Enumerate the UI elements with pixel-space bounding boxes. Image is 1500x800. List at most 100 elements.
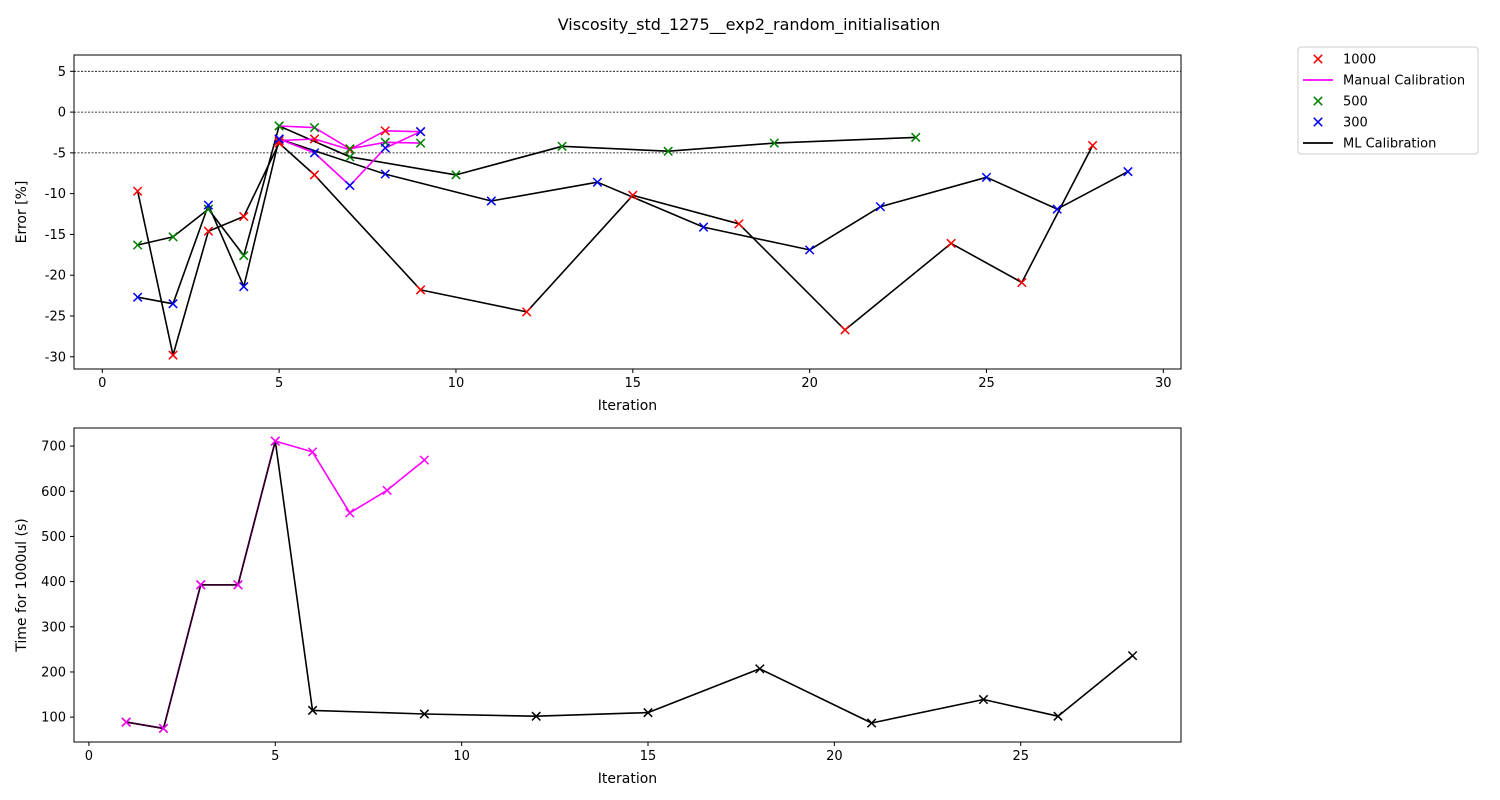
legend-item: 500: [1313, 95, 1368, 110]
legend-label: 300: [1343, 116, 1368, 131]
data-point-500: [451, 170, 461, 180]
data-point-500: [345, 144, 355, 154]
time-point-manual-calibration: [158, 723, 169, 734]
x-tick-label: 5: [271, 749, 279, 764]
data-point-300: [380, 143, 390, 153]
data-point-500: [345, 152, 355, 162]
error-subplot: 0 5 10 15 20 25 30 -30 -25 -20 -15 -10 -5 0 5 Iteratio…: [14, 54, 1182, 414]
y-tick-label: 500: [41, 530, 66, 545]
time-point-ml-calibration: [419, 709, 430, 719]
y-tick-label: 300: [41, 620, 66, 635]
data-point-1000: [1017, 277, 1027, 288]
x-tick-label: 20: [826, 749, 843, 764]
x-tick-label: 0: [85, 749, 93, 764]
time-point-ml-calibration: [866, 718, 877, 728]
time-axes-frame: [73, 427, 1182, 743]
data-point-1000: [309, 134, 320, 144]
data-point-300: [309, 148, 320, 158]
data-point-500: [239, 250, 249, 261]
data-point-300: [132, 292, 143, 302]
legend-marker: [1313, 96, 1323, 106]
legend-box: [1297, 46, 1479, 155]
time-point-manual-calibration: [419, 455, 430, 465]
data-point-1000: [628, 190, 638, 201]
y-tick-label: -15: [45, 228, 66, 243]
data-point-500: [557, 141, 567, 152]
y-tick-label: 100: [41, 711, 66, 726]
y-tick-label: 700: [41, 440, 66, 455]
data-point-300: [380, 169, 390, 179]
legend-item: 300: [1313, 116, 1368, 131]
data-point-300: [168, 299, 178, 309]
data-point-500: [203, 204, 214, 214]
data-point-1000: [415, 285, 426, 295]
data-point-1000: [734, 219, 744, 229]
data-point-1000: [274, 135, 284, 146]
data-point-500: [309, 122, 320, 133]
data-point-300: [486, 196, 497, 206]
x-tick-label: 25: [1012, 749, 1029, 764]
y-tick-label: -5: [53, 146, 66, 161]
data-point-500: [911, 132, 921, 143]
data-point-500: [168, 232, 178, 242]
data-point-500: [415, 138, 426, 148]
y-tick-label: -25: [45, 309, 66, 324]
data-point-1000: [380, 126, 390, 136]
x-tick-label: 0: [98, 376, 106, 391]
x-tick-label: 10: [453, 749, 470, 764]
time-subplot: 0 5 10 15 20 25 100 200 300 400 500 600 700 Iteratio…: [14, 427, 1182, 787]
y-tick-label: 5: [58, 65, 66, 80]
data-point-300: [415, 126, 426, 137]
series-line-1000-ml-calibration: [136, 142, 1094, 356]
time-point-ml-calibration: [643, 707, 653, 718]
time-point-manual-calibration: [233, 580, 243, 590]
time-point-ml-calibration: [978, 694, 989, 705]
time-point-ml-calibration: [755, 664, 765, 674]
x-tick-label: 20: [801, 376, 818, 391]
data-point-500: [769, 138, 780, 148]
data-point-1000: [521, 307, 532, 317]
y-tick-label: 600: [41, 485, 66, 500]
data-point-300: [875, 201, 886, 212]
data-point-1000: [239, 211, 249, 222]
data-point-300: [239, 281, 249, 292]
time-point-ml-calibration: [307, 705, 318, 716]
x-tick-label: 30: [1155, 376, 1172, 391]
time-point-manual-calibration: [345, 508, 355, 518]
time-point-manual-calibration: [270, 436, 281, 446]
chart-title: Viscosity_std_1275__exp2_random_initiali…: [558, 15, 941, 35]
data-point-1000: [840, 325, 850, 335]
data-point-1000: [132, 186, 143, 196]
legend-item: ML Calibration: [1303, 137, 1436, 152]
data-point-300: [1123, 166, 1133, 177]
series-line-300-ml-calibration: [137, 138, 1129, 305]
y-tick-label: -10: [45, 187, 66, 202]
legend-label: ML Calibration: [1343, 137, 1436, 152]
y-tick-label: 200: [41, 665, 66, 680]
time-point-manual-calibration: [195, 580, 206, 590]
data-point-300: [203, 200, 214, 210]
time-point-manual-calibration: [307, 447, 318, 457]
data-point-500: [132, 240, 143, 250]
legend-label: Manual Calibration: [1343, 74, 1465, 89]
data-point-300: [345, 180, 355, 191]
y-tick-label: -20: [45, 269, 66, 284]
error-axes-frame: [73, 54, 1182, 370]
data-point-300: [1052, 204, 1062, 214]
legend-label: 500: [1343, 95, 1368, 110]
x-tick-label: 15: [625, 376, 642, 391]
data-point-500: [663, 146, 673, 156]
data-point-300: [592, 177, 603, 187]
data-point-1000: [309, 170, 320, 180]
time-point-manual-calibration: [121, 717, 131, 727]
x-tick-label: 5: [275, 376, 283, 391]
y-tick-label: 0: [58, 106, 66, 121]
legend-item: Manual Calibration: [1303, 74, 1465, 89]
time-point-ml-calibration: [1053, 711, 1063, 721]
time-x-axis-label: Iteration: [598, 771, 657, 787]
data-point-300: [804, 245, 815, 255]
time-y-axis-label: Time for 1000ul (s): [14, 518, 30, 652]
y-tick-label: -30: [45, 350, 66, 365]
